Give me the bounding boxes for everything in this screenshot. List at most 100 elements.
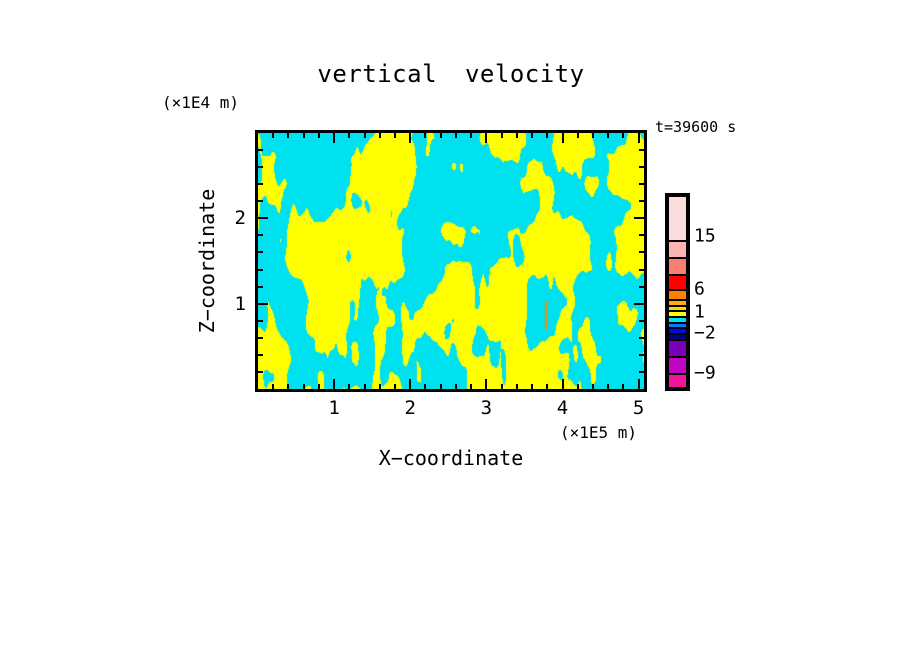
colorbar-segment (669, 307, 686, 310)
x-tick (622, 133, 625, 138)
x-tick (394, 133, 397, 138)
y-tick (258, 166, 263, 169)
y-tick (258, 217, 268, 220)
x-tick-label: 3 (480, 397, 493, 419)
colorbar-segment (669, 358, 686, 373)
y-tick (639, 183, 644, 186)
x-tick (515, 384, 518, 389)
y-tick (258, 336, 263, 339)
x-tick (485, 133, 488, 143)
colorbar-segment (669, 324, 686, 327)
x-tick (591, 133, 594, 138)
x-tick (348, 384, 351, 389)
x-tick (302, 133, 305, 138)
x-tick (500, 133, 503, 138)
y-tick-label: 1 (234, 292, 246, 315)
y-tick (258, 183, 263, 186)
y-tick (639, 319, 644, 322)
x-tick (302, 384, 305, 389)
y-axis-unit-label: (×1E4 m) (162, 93, 240, 112)
colorbar-labels: 15 6 1 −2 −9 (694, 193, 734, 391)
x-tick-labels: 1 2 3 4 5 (258, 397, 644, 419)
colorbar-segment (669, 335, 686, 339)
x-tick (561, 133, 564, 143)
x-tick (531, 133, 534, 138)
colorbar-segment (669, 318, 686, 322)
y-tick (639, 200, 644, 203)
y-tick (258, 200, 263, 203)
x-tick (591, 384, 594, 389)
colorbar-segment (669, 312, 686, 316)
y-tick (634, 217, 644, 220)
y-tick (258, 302, 268, 305)
y-tick (258, 268, 263, 271)
x-tick (622, 384, 625, 389)
x-tick (546, 133, 549, 138)
x-tick (287, 133, 290, 138)
x-tick (363, 133, 366, 138)
x-axis-label: X−coordinate (378, 446, 524, 470)
x-tick (454, 133, 457, 138)
y-tick (258, 285, 263, 288)
x-tick (363, 384, 366, 389)
y-tick (639, 234, 644, 237)
x-tick (531, 384, 534, 389)
x-tick (515, 133, 518, 138)
y-tick (639, 353, 644, 356)
x-tick (561, 379, 564, 389)
x-tick (378, 384, 381, 389)
y-tick (258, 251, 263, 254)
x-tick (333, 133, 336, 143)
x-tick (409, 133, 412, 143)
colorbar-segment (669, 242, 686, 257)
y-tick (258, 319, 263, 322)
y-tick (639, 149, 644, 152)
y-tick (639, 370, 644, 373)
time-annotation: t=39600 s (655, 118, 737, 136)
colorbar-label: −2 (694, 322, 716, 344)
colorbar-segment (669, 301, 686, 305)
colorbar-segment (669, 291, 686, 299)
x-tick (287, 384, 290, 389)
x-tick (394, 384, 397, 389)
y-tick (639, 166, 644, 169)
colorbar-segment (669, 375, 686, 387)
x-tick (607, 384, 610, 389)
y-tick (258, 234, 263, 237)
colorbar-segment (669, 329, 686, 333)
colorbar-label: −9 (694, 362, 716, 384)
x-tick (470, 384, 473, 389)
colorbar-segment (669, 259, 686, 274)
x-tick (424, 384, 427, 389)
x-tick (333, 379, 336, 389)
axis-ticks (258, 133, 644, 389)
x-tick (378, 133, 381, 138)
x-axis-unit-label: (×1E5 m) (560, 423, 638, 442)
x-tick (317, 384, 320, 389)
y-tick (258, 149, 263, 152)
x-tick (439, 133, 442, 138)
x-tick (439, 384, 442, 389)
x-tick (470, 133, 473, 138)
x-tick-label: 4 (556, 397, 569, 419)
x-tick (637, 133, 640, 143)
y-tick-label: 2 (234, 207, 246, 230)
page-title: vertical velocity (317, 60, 585, 88)
y-tick (258, 370, 263, 373)
plot-area (255, 130, 647, 392)
colorbar (665, 193, 690, 391)
x-tick-label: 1 (328, 397, 340, 419)
colorbar-segment (669, 276, 686, 289)
y-tick (639, 285, 644, 288)
x-tick (454, 384, 457, 389)
y-tick (258, 353, 263, 356)
x-tick (576, 133, 579, 138)
colorbar-label: 1 (694, 301, 705, 323)
x-tick-label: 5 (632, 397, 645, 419)
colorbar-label: 6 (694, 278, 705, 300)
x-tick (637, 379, 640, 389)
x-tick (485, 379, 488, 389)
colorbar-segment (669, 197, 686, 240)
